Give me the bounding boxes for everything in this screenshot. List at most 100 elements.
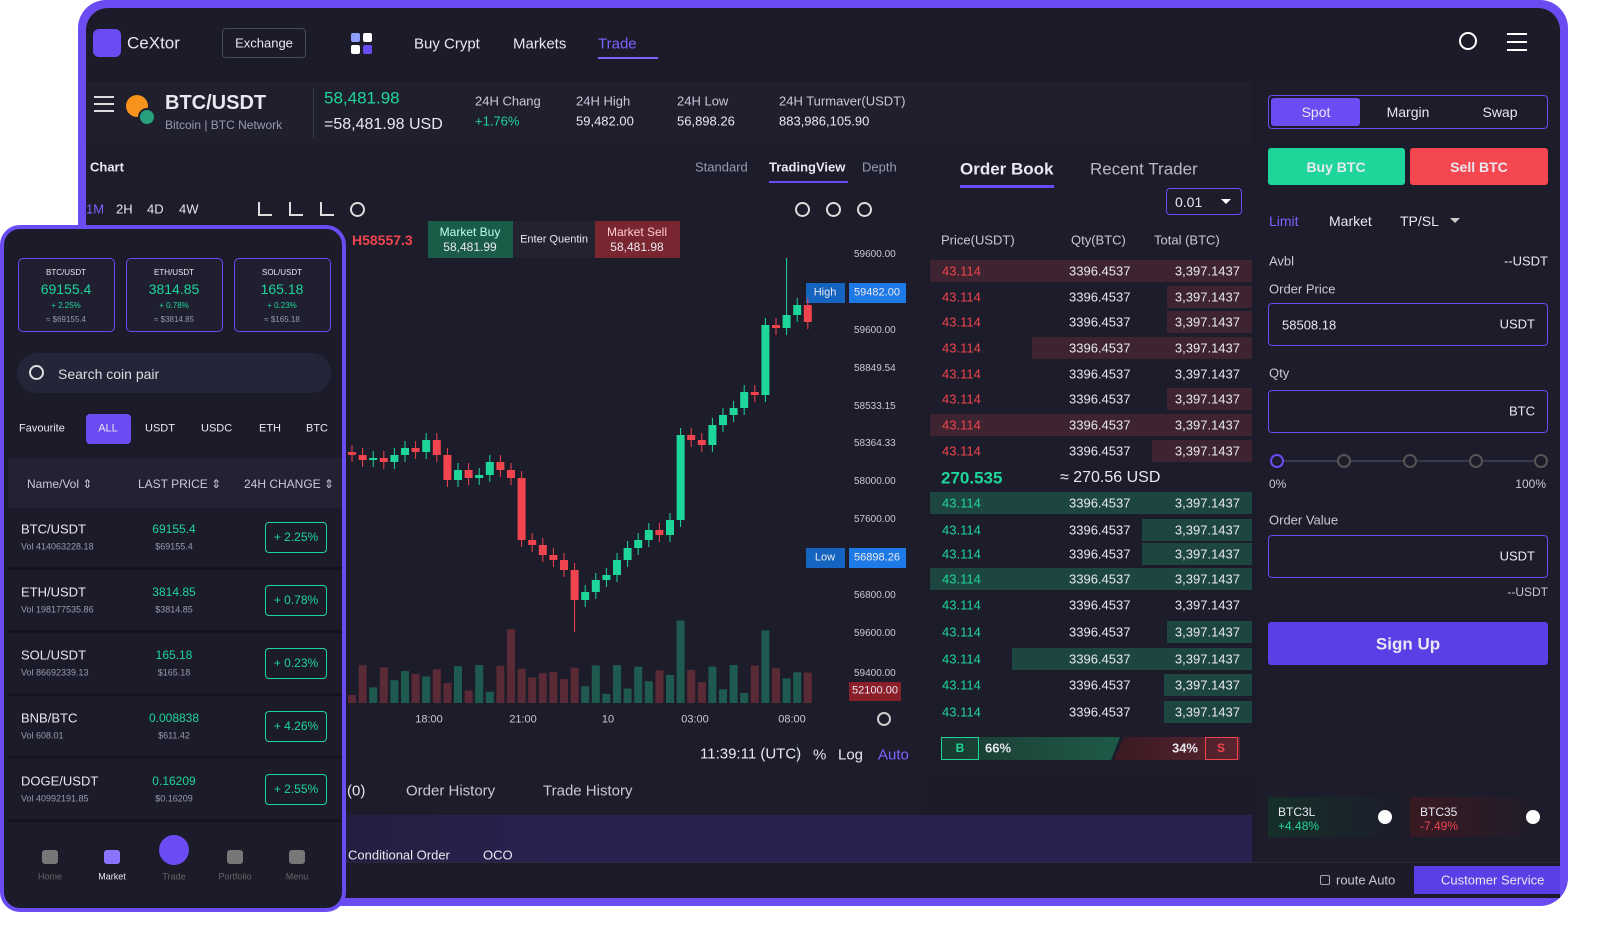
filter[interactable]: USDC <box>201 422 233 435</box>
market-sell[interactable] <box>595 221 680 258</box>
tool-icon[interactable] <box>258 202 272 216</box>
nav-icon[interactable] <box>104 850 120 864</box>
depth-bar <box>930 492 1252 514</box>
chart-view-tab[interactable]: TradingView <box>769 159 846 175</box>
tool-icon[interactable] <box>826 202 841 217</box>
input-box[interactable] <box>1268 535 1548 578</box>
menu-item[interactable]: Markets <box>513 35 567 53</box>
search-icon <box>29 365 44 380</box>
tool-icon[interactable] <box>795 202 810 217</box>
trade-fab[interactable] <box>159 835 189 865</box>
pair-bar <box>86 82 1252 144</box>
signup-label[interactable]: Sign Up <box>1375 634 1441 654</box>
low-value-tag <box>849 548 906 568</box>
mid-usd: ≈ 270.56 USD <box>1060 469 1161 486</box>
divider <box>313 88 314 138</box>
tool-icon[interactable] <box>350 202 365 217</box>
search-box[interactable] <box>17 353 331 393</box>
volume-bar <box>655 670 664 703</box>
signup-button[interactable] <box>1268 622 1548 665</box>
search-placeholder[interactable]: Search coin pair <box>58 366 160 382</box>
tool-icon[interactable] <box>289 202 303 216</box>
search-icon[interactable] <box>1459 32 1477 50</box>
tool-icon[interactable] <box>320 202 334 216</box>
orderbook-tab[interactable]: Order Book <box>960 159 1054 179</box>
chart-view-tab[interactable]: Standard <box>695 159 748 175</box>
tool-icon[interactable] <box>857 202 872 217</box>
bottom-tab[interactable]: (0) <box>347 782 366 800</box>
slider-stop[interactable] <box>1403 454 1417 468</box>
mode-tab[interactable]: Margin <box>1386 104 1430 120</box>
interval[interactable]: 4W <box>179 201 199 217</box>
volume-bar <box>570 667 579 703</box>
filter[interactable]: ETH <box>259 422 281 435</box>
slider-stop[interactable] <box>1270 454 1284 468</box>
exchange-button[interactable] <box>222 28 306 58</box>
service-label[interactable]: Customer Service <box>1441 872 1545 888</box>
change-badge[interactable] <box>265 711 327 742</box>
filter[interactable]: Favourite <box>19 422 65 435</box>
nav-label[interactable]: Trade <box>162 871 186 882</box>
change-badge[interactable] <box>265 522 327 553</box>
order-type[interactable]: Market <box>1329 213 1372 229</box>
chart-view-tab[interactable]: Depth <box>862 159 897 175</box>
mode-tab[interactable]: Swap <box>1482 104 1518 120</box>
change-badge[interactable] <box>265 585 327 616</box>
route-icon <box>1320 875 1330 885</box>
current-tag <box>849 682 901 701</box>
order-type[interactable]: TP/SL <box>1400 213 1439 229</box>
menu-item[interactable]: Trade <box>598 35 637 53</box>
slider-stop[interactable] <box>1534 454 1548 468</box>
input-box[interactable] <box>1268 390 1548 433</box>
change-badge[interactable] <box>265 774 327 805</box>
interval[interactable]: 4D <box>147 201 164 217</box>
nav-label[interactable]: Market <box>98 871 126 882</box>
nav-label[interactable]: Home <box>37 871 63 882</box>
change-badge[interactable] <box>265 648 327 679</box>
buy-button[interactable] <box>1268 148 1405 185</box>
nav-label[interactable]: Menu <box>285 871 309 882</box>
bottom-tab[interactable]: Order History <box>406 782 496 800</box>
sell-button[interactable] <box>1410 148 1548 185</box>
mode-tab[interactable]: Spot <box>1301 104 1331 120</box>
market-buy[interactable] <box>428 221 513 258</box>
nav-icon[interactable] <box>42 850 58 864</box>
input-value[interactable]: 58508.18 <box>1282 317 1337 333</box>
settings-icon[interactable] <box>877 712 891 726</box>
buy-button-label[interactable]: Buy BTC <box>1306 159 1366 175</box>
filter[interactable]: BTC <box>306 422 328 435</box>
filter[interactable]: USDT <box>145 422 175 435</box>
interval[interactable]: 2H <box>116 201 133 217</box>
slider-stop[interactable] <box>1469 454 1483 468</box>
step-select[interactable] <box>1166 188 1242 215</box>
order-price: 43.114 <box>942 571 981 587</box>
slider-stop[interactable] <box>1337 454 1351 468</box>
nav-icon[interactable] <box>289 850 305 864</box>
step-value[interactable]: 0.01 <box>1175 194 1203 210</box>
exchange-button-label[interactable]: Exchange <box>235 35 293 51</box>
scale-option[interactable]: Auto <box>878 746 909 764</box>
scale-option[interactable]: % <box>813 746 827 764</box>
sell-button-label[interactable]: Sell BTC <box>1450 159 1508 175</box>
order-price: 43.114 <box>942 677 981 693</box>
orderbook-tab[interactable]: Recent Trader <box>1090 159 1198 179</box>
nav-icon[interactable] <box>227 850 243 864</box>
menu-item[interactable]: Buy Crypt <box>414 35 480 53</box>
ticker-card[interactable] <box>126 258 223 332</box>
bottom-tab[interactable]: Trade History <box>543 782 633 800</box>
etf-card[interactable] <box>1410 797 1548 837</box>
ticker-card[interactable] <box>18 258 115 332</box>
sub-tab[interactable]: OCO <box>483 847 513 863</box>
order-type[interactable]: Limit <box>1269 213 1299 229</box>
ticker-card[interactable] <box>234 258 331 332</box>
divider <box>797 744 798 764</box>
filter[interactable]: ALL <box>98 422 118 435</box>
nav-label[interactable]: Portfolio <box>218 871 252 882</box>
sub-tab[interactable]: Conditional Order <box>348 847 450 863</box>
interval[interactable]: 1M <box>86 201 105 217</box>
service-button[interactable] <box>1414 866 1560 894</box>
field-label: Order Value <box>1269 512 1339 528</box>
scale-option[interactable]: Log <box>838 746 864 764</box>
input-box[interactable] <box>1268 303 1548 346</box>
